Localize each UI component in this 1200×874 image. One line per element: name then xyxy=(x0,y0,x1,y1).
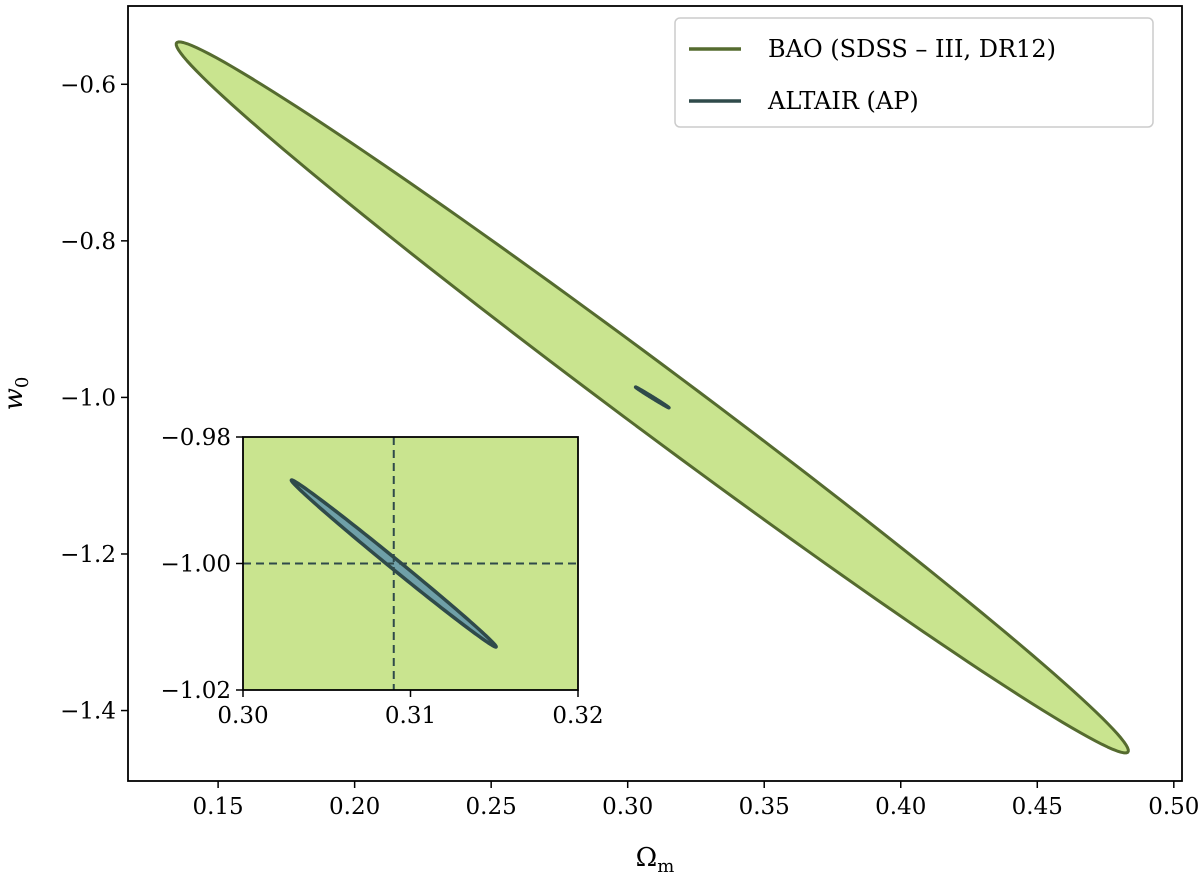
inset-background xyxy=(243,437,578,690)
inset-plot: 0.30 0.31 0.32 −0.98 −1.00 −1.02 xyxy=(161,425,604,729)
y-tick-label: −0.6 xyxy=(60,72,116,98)
y-axis-label: w0 xyxy=(0,377,33,411)
x-tick-label: 0.20 xyxy=(329,794,380,820)
inset-x-tick-label: 0.32 xyxy=(552,703,603,729)
y-axis-label-symbol: w xyxy=(0,388,29,410)
x-tick-label: 0.30 xyxy=(602,794,653,820)
x-tick-label: 0.25 xyxy=(466,794,517,820)
y-tick-label: −1.2 xyxy=(60,542,116,568)
legend-label-1: ALTAIR (AP) xyxy=(767,87,919,115)
x-tick-label: 0.45 xyxy=(1012,794,1063,820)
x-tick-label: 0.50 xyxy=(1148,794,1199,820)
inset-x-tick-label: 0.31 xyxy=(385,703,436,729)
x-tick-label: 0.40 xyxy=(875,794,926,820)
inset-x-tick-label: 0.30 xyxy=(217,703,268,729)
main-plot: 0.15 0.20 0.25 0.30 0.35 0.40 0.45 0.50 −0.6 −0.8… xyxy=(0,5,1199,874)
x-axis-label-subscript: m xyxy=(657,856,674,874)
y-tick-label: −1.0 xyxy=(60,385,116,411)
inset-data xyxy=(243,437,578,690)
plot-frame xyxy=(127,5,1183,782)
legend-label-0: BAO (SDSS – III, DR12) xyxy=(768,35,1056,63)
legend-box xyxy=(674,17,1154,128)
inset-y-tick-label: −0.98 xyxy=(161,425,231,451)
y-tick-label: −0.8 xyxy=(60,229,116,255)
x-tick-label: 0.15 xyxy=(192,794,243,820)
inset-frame xyxy=(242,436,579,691)
x-tick-label: 0.35 xyxy=(739,794,790,820)
y-tick-label: −1.4 xyxy=(60,699,116,725)
inset-y-tick-label: −1.02 xyxy=(161,678,231,704)
x-axis-label-symbol: Ω xyxy=(636,843,658,873)
legend: BAO (SDSS – III, DR12) ALTAIR (AP) xyxy=(674,17,1154,128)
series-ellipse-1 xyxy=(633,385,671,410)
y-axis-label-subscript: 0 xyxy=(12,377,33,388)
inset-y-tick-label: −1.00 xyxy=(161,552,231,578)
x-axis-label: Ωm xyxy=(636,843,675,874)
